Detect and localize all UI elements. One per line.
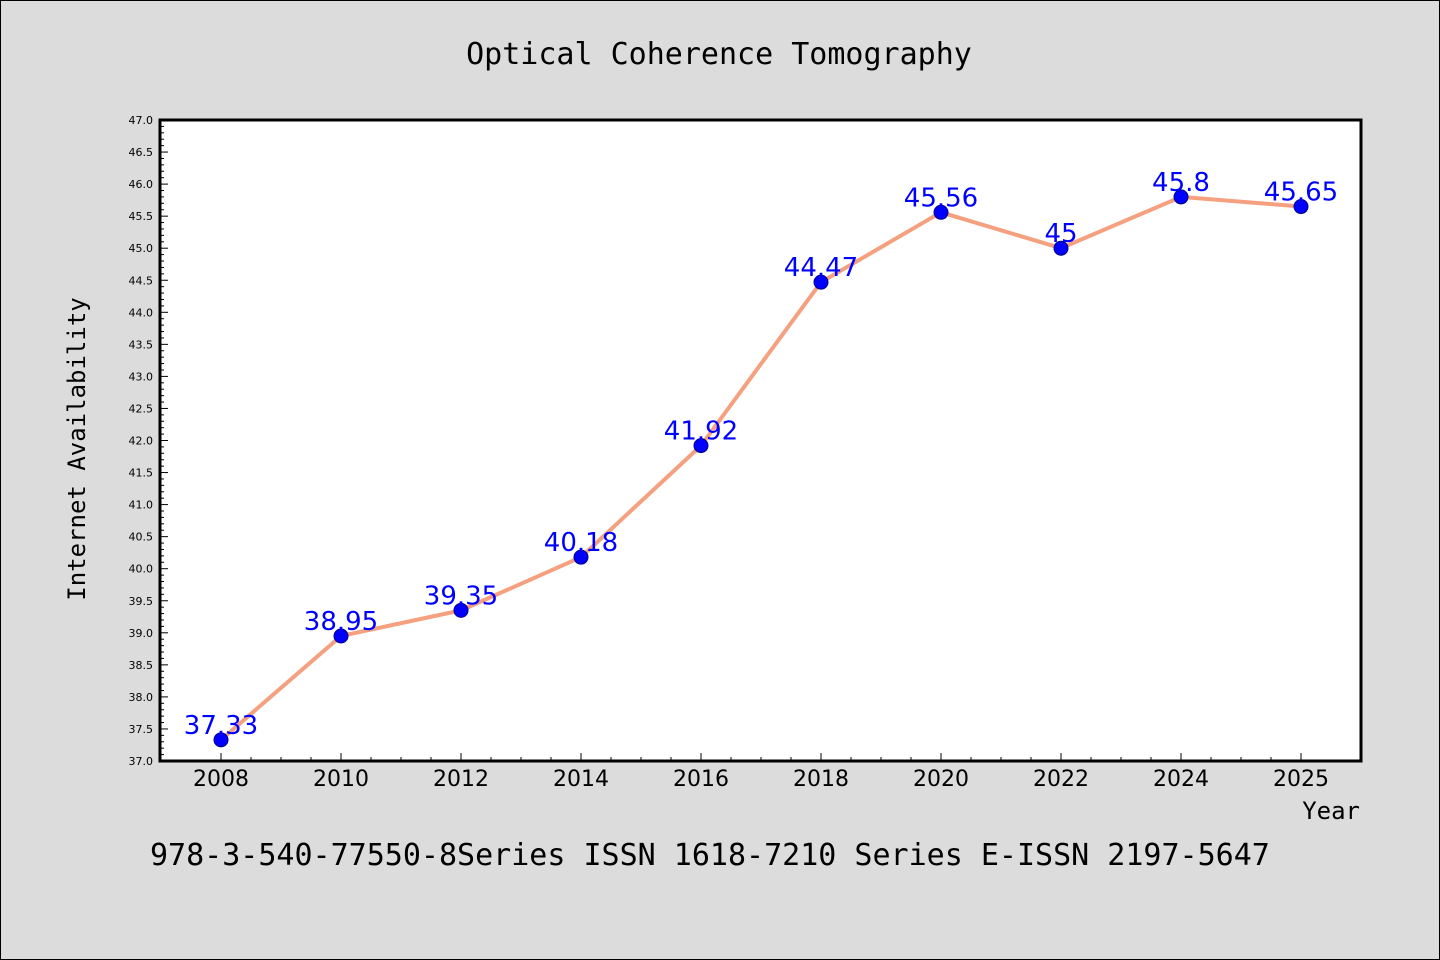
y-tick-label: 41.5 — [129, 467, 154, 480]
x-tick-label: 2010 — [313, 767, 369, 792]
y-tick-label: 41.0 — [129, 499, 154, 512]
y-tick-label: 37.5 — [129, 723, 154, 736]
data-label: 41.92 — [664, 417, 738, 447]
x-axis-title: Year — [1302, 797, 1360, 825]
x-tick-label: 2016 — [673, 767, 729, 792]
x-tick-label: 2012 — [433, 767, 489, 792]
y-tick-label: 42.0 — [129, 435, 154, 448]
x-tick-label: 2022 — [1033, 767, 1089, 792]
x-tick-label: 2018 — [793, 767, 849, 792]
data-point — [213, 732, 229, 748]
data-label: 44.47 — [784, 253, 858, 283]
y-tick-label: 38.5 — [129, 659, 154, 672]
series-line — [219, 194, 1302, 742]
data-point — [453, 602, 469, 618]
data-label: 37.33 — [184, 711, 258, 741]
y-tick-label: 45.0 — [129, 242, 154, 255]
data-label: 45.8 — [1152, 168, 1210, 198]
y-tick-label: 44.0 — [129, 306, 154, 319]
data-label: 40.18 — [544, 528, 618, 558]
chart-title: Optical Coherence Tomography — [466, 37, 972, 72]
y-tick-label: 39.5 — [129, 595, 154, 608]
data-label: 39.35 — [424, 581, 498, 611]
x-tick-label: 2020 — [913, 767, 969, 792]
x-tick-label: 2024 — [1153, 767, 1209, 792]
y-tick-label: 37.0 — [129, 755, 154, 768]
data-label: 45 — [1044, 219, 1077, 249]
y-tick-label: 46.5 — [129, 146, 154, 159]
y-tick-label: 40.0 — [129, 563, 154, 576]
y-tick-label: 46.0 — [129, 178, 154, 191]
data-point — [1053, 240, 1069, 256]
x-tick-label: 2014 — [553, 767, 609, 792]
y-tick-label: 47.0 — [129, 114, 154, 127]
data-point — [573, 549, 589, 565]
data-point — [813, 274, 829, 290]
x-axis: 2008 2010 2012 2014 2016 2018 2020 2022 2024 2025 — [193, 753, 1329, 792]
data-point — [933, 204, 949, 220]
y-tick-label: 43.0 — [129, 370, 154, 383]
data-point — [1173, 189, 1189, 205]
x-tick-label: 2008 — [193, 767, 249, 792]
y-tick-label: 43.5 — [129, 338, 154, 351]
y-tick-label: 42.5 — [129, 402, 154, 415]
data-label: 45.65 — [1264, 178, 1338, 208]
data-label: 45.56 — [904, 183, 978, 213]
x-tick-label: 2025 — [1273, 767, 1329, 792]
y-tick-label: 38.0 — [129, 691, 154, 704]
y-tick-label: 40.5 — [129, 531, 154, 544]
y-tick-label: 39.0 — [129, 627, 154, 640]
y-axis-title: Internet Availability — [63, 297, 91, 600]
footer-text: 978-3-540-77550-8Series ISSN 1618-7210 S… — [150, 838, 1270, 873]
y-tick-label: 44.5 — [129, 274, 154, 287]
data-point — [1293, 199, 1309, 215]
plot-area — [158, 118, 1363, 763]
series-line-group: 37.33 38.95 39.35 40.18 41.92 44.47 45.56 45 45.… — [184, 168, 1338, 748]
data-point — [693, 438, 709, 454]
data-label: 38.95 — [304, 607, 378, 637]
y-tick-label: 45.5 — [129, 210, 154, 223]
y-axis: 37.0 37.5 38.0 38.5 39.0 39.5 40.0 40.5 41.0 41.5… — [129, 114, 168, 768]
data-point — [333, 628, 349, 644]
